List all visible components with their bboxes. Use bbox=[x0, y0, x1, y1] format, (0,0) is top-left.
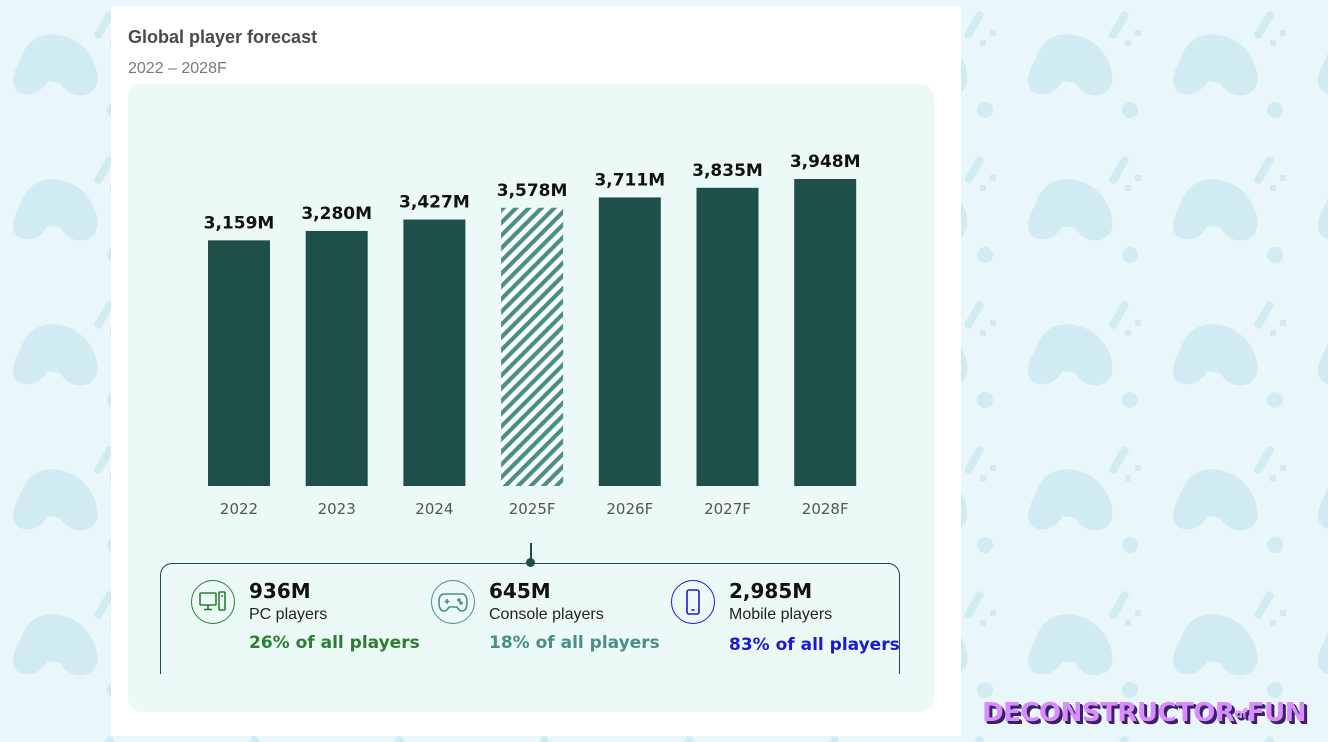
bar-2028f bbox=[794, 179, 857, 486]
x-tick-label: 2028F bbox=[802, 500, 849, 518]
forecast-card: Global player forecast 2022 – 2028F 3,15… bbox=[111, 6, 961, 736]
x-tick-label: 2022 bbox=[220, 500, 258, 518]
bar-2027f bbox=[696, 187, 759, 486]
pc-share: 26% of all players bbox=[249, 633, 420, 653]
x-tick-label: 2025F bbox=[509, 500, 556, 518]
logo-text-3: FUN bbox=[1246, 698, 1307, 728]
connector-line bbox=[530, 543, 532, 561]
bar-2026f bbox=[598, 197, 661, 486]
mobile-share: 83% of all players bbox=[729, 635, 900, 655]
pc-segment: 936M PC players 26% of all players bbox=[191, 579, 421, 670]
bar-value-label: 3,711M bbox=[594, 170, 665, 190]
mobile-value: 2,985M bbox=[729, 579, 813, 603]
bar-value-label: 3,578M bbox=[497, 181, 568, 201]
pc-icon bbox=[191, 580, 235, 624]
bar-value-label: 3,427M bbox=[399, 193, 470, 213]
gamepad-icon bbox=[431, 580, 475, 624]
pc-value: 936M bbox=[249, 579, 311, 603]
console-segment: 645M Console players 18% of all players bbox=[431, 579, 661, 670]
card-subtitle: 2022 – 2028F bbox=[128, 60, 227, 77]
logo-text-2: of bbox=[1234, 706, 1247, 721]
console-share: 18% of all players bbox=[489, 633, 660, 653]
bar-2023 bbox=[305, 230, 368, 486]
x-tick-label: 2027F bbox=[704, 500, 751, 518]
bar-2025f bbox=[501, 207, 564, 486]
mobile-segment: 2,985M Mobile players 83% of all players bbox=[671, 579, 901, 670]
bar-value-label: 3,280M bbox=[301, 204, 372, 224]
connector-dot bbox=[526, 558, 535, 567]
player-segments: 936M PC players 26% of all players 645M … bbox=[160, 563, 900, 674]
bar-2022 bbox=[208, 240, 270, 486]
bar-chart: 3,159M 2022 3,280M 2023 3,427M 2024 3,578M 2025… bbox=[204, 152, 861, 518]
brand-logo: DECONSTRUCTORofFUN bbox=[982, 698, 1306, 728]
x-tick-label: 2023 bbox=[318, 500, 356, 518]
x-tick-label: 2026F bbox=[606, 500, 653, 518]
console-label: Console players bbox=[489, 606, 604, 623]
card-title: Global player forecast bbox=[128, 27, 318, 47]
x-tick-label: 2024 bbox=[415, 500, 453, 518]
bar-value-label: 3,835M bbox=[692, 161, 763, 181]
mobile-icon bbox=[671, 580, 715, 624]
console-value: 645M bbox=[489, 579, 551, 603]
logo-text-1: DECONSTRUCTOR bbox=[982, 698, 1235, 728]
pc-label: PC players bbox=[249, 606, 328, 623]
bar-value-label: 3,159M bbox=[204, 213, 275, 233]
bar-2024 bbox=[403, 219, 466, 486]
chart-panel: 3,159M 2022 3,280M 2023 3,427M 2024 3,578M 2025… bbox=[128, 84, 934, 712]
bar-value-label: 3,948M bbox=[790, 152, 861, 172]
mobile-label: Mobile players bbox=[729, 606, 833, 623]
